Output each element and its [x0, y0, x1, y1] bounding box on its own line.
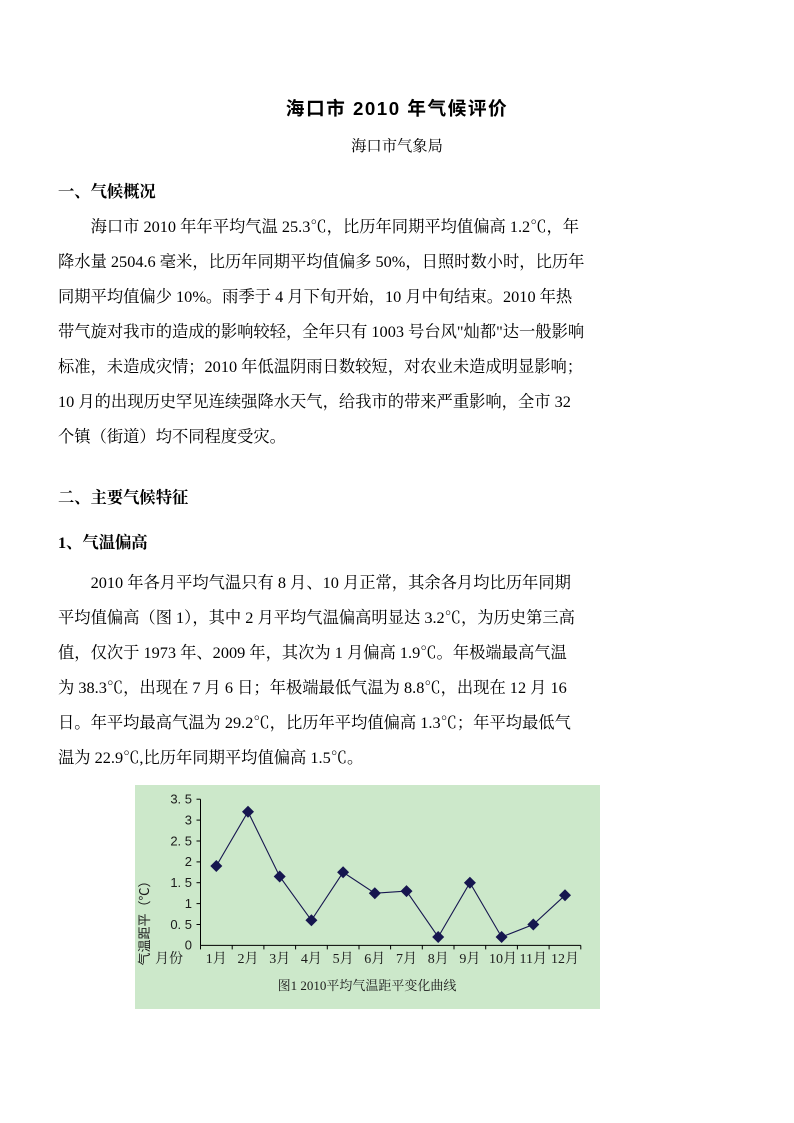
svg-text:6月: 6月 — [364, 951, 385, 967]
svg-text:9月: 9月 — [459, 951, 480, 967]
svg-text:图1 2010平均气温距平变化曲线: 图1 2010平均气温距平变化曲线 — [278, 978, 457, 993]
svg-text:2. 5: 2. 5 — [170, 833, 192, 848]
svg-text:1月: 1月 — [206, 951, 227, 967]
svg-text:月份: 月份 — [155, 951, 183, 967]
svg-text:2: 2 — [185, 854, 192, 869]
svg-text:气温距平（℃）: 气温距平（℃） — [137, 874, 152, 965]
svg-text:4月: 4月 — [301, 951, 322, 967]
svg-text:0. 5: 0. 5 — [170, 917, 192, 932]
svg-text:12月: 12月 — [551, 951, 579, 967]
svg-text:3: 3 — [185, 812, 192, 827]
svg-text:0: 0 — [185, 938, 192, 953]
svg-text:11月: 11月 — [520, 951, 547, 967]
svg-text:3. 5: 3. 5 — [170, 792, 192, 807]
svg-text:5月: 5月 — [333, 951, 354, 967]
svg-text:7月: 7月 — [396, 951, 417, 967]
svg-text:10月: 10月 — [489, 951, 517, 967]
svg-text:8月: 8月 — [428, 951, 449, 967]
svg-text:2月: 2月 — [238, 951, 259, 967]
svg-text:1: 1 — [185, 896, 192, 911]
svg-text:3月: 3月 — [269, 951, 290, 967]
svg-text:1. 5: 1. 5 — [170, 875, 192, 890]
